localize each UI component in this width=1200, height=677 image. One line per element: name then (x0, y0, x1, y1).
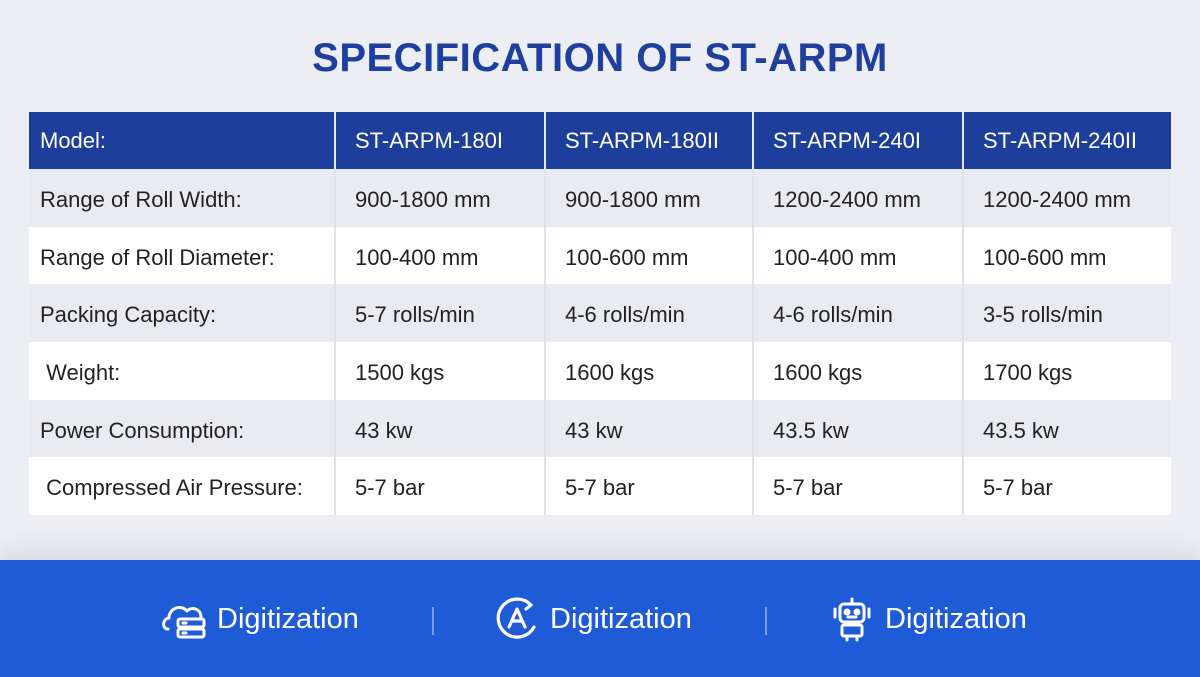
feature-footer: Digitization Digitization (0, 560, 1200, 677)
row-label: Range of Roll Diameter: (29, 226, 336, 285)
header-cell: ST-ARPM-180I (335, 112, 546, 169)
table-cell: 1200-2400 mm (983, 186, 1131, 212)
row-label: Range of Roll Width: (29, 169, 336, 227)
table-row: Packing Capacity: 5-7 rolls/min 4-6 roll… (29, 284, 1171, 343)
table-cell: 100-400 mm (753, 226, 964, 285)
row-label: Compressed Air Pressure: (29, 457, 336, 516)
table-cell: 1200-2400 mm (753, 169, 964, 227)
feature-item: Digitization (160, 596, 359, 642)
table-cell: 43.5 kw (753, 399, 964, 458)
table-cell: 5-7 bar (335, 457, 546, 516)
row-label: Packing Capacity: (29, 284, 336, 343)
table-row: Compressed Air Pressure: 5-7 bar 5-7 bar… (29, 457, 1171, 516)
circle-a-icon (493, 596, 541, 642)
table-cell: 100-600 mm (545, 226, 754, 285)
table-cell: 43 kw (335, 399, 546, 458)
table-cell: 5-7 bar (753, 457, 964, 516)
divider (432, 607, 434, 635)
header-cell: ST-ARPM-240II (983, 127, 1138, 153)
feature-item: Digitization (828, 596, 1027, 642)
robot-icon (828, 596, 876, 642)
header-cell: Model: (29, 112, 336, 169)
cloud-server-icon (160, 596, 208, 642)
table-cell: 100-600 mm (983, 244, 1107, 270)
table-row: Range of Roll Diameter: 100-400 mm 100-6… (29, 226, 1171, 285)
feature-label: Digitization (550, 602, 692, 635)
table-row: Range of Roll Width: 900-1800 mm 900-180… (29, 169, 1171, 227)
table-header-row: Model: ST-ARPM-180I ST-ARPM-180II ST-ARP… (29, 112, 1171, 169)
table-cell: 100-400 mm (335, 226, 546, 285)
divider (765, 607, 767, 635)
page-title: SPECIFICATION OF ST-ARPM (312, 36, 888, 80)
header-cell: ST-ARPM-240I (753, 112, 964, 169)
table-cell: 43 kw (545, 399, 754, 458)
specification-table: Model: ST-ARPM-180I ST-ARPM-180II ST-ARP… (29, 112, 1171, 516)
table-row: Power Consumption: 43 kw 43 kw 43.5 kw 4… (29, 399, 1171, 458)
row-label: Power Consumption: (29, 399, 336, 458)
table-cell: 4-6 rolls/min (753, 284, 964, 343)
feature-label: Digitization (217, 602, 359, 635)
table-cell: 5-7 bar (983, 475, 1053, 501)
table-cell: 5-7 bar (545, 457, 754, 516)
table-cell: 43.5 kw (983, 417, 1059, 443)
table-cell: 900-1800 mm (335, 169, 546, 227)
table-cell: 1700 kgs (983, 359, 1073, 385)
table-cell: 900-1800 mm (545, 169, 754, 227)
table-row: Weight: 1500 kgs 1600 kgs 1600 kgs 1700 … (29, 342, 1171, 400)
table-cell: 1600 kgs (545, 342, 754, 400)
table-cell: 5-7 rolls/min (335, 284, 546, 343)
header-cell: ST-ARPM-180II (545, 112, 754, 169)
table-cell: 1600 kgs (753, 342, 964, 400)
row-label: Weight: (29, 342, 336, 400)
feature-item: Digitization (493, 596, 692, 642)
table-cell: 4-6 rolls/min (545, 284, 754, 343)
table-cell: 3-5 rolls/min (983, 302, 1103, 328)
table-cell: 1500 kgs (335, 342, 546, 400)
feature-label: Digitization (885, 602, 1027, 635)
